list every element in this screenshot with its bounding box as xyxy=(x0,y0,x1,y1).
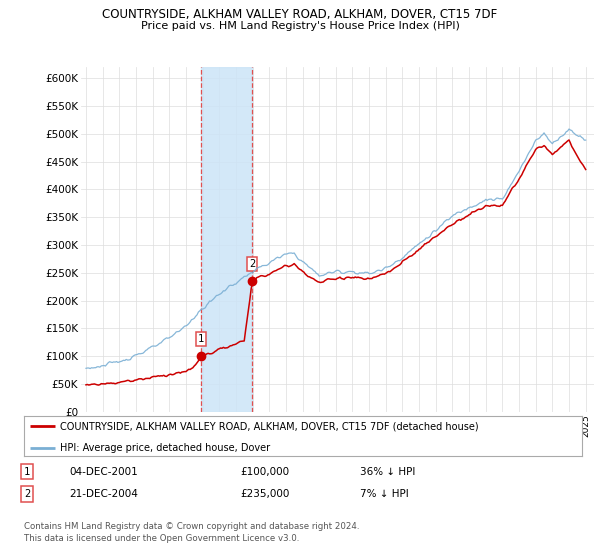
Text: 7% ↓ HPI: 7% ↓ HPI xyxy=(360,489,409,499)
Text: 04-DEC-2001: 04-DEC-2001 xyxy=(69,466,138,477)
Text: 2: 2 xyxy=(24,489,30,499)
Text: 36% ↓ HPI: 36% ↓ HPI xyxy=(360,466,415,477)
Text: HPI: Average price, detached house, Dover: HPI: Average price, detached house, Dove… xyxy=(60,442,271,452)
Text: COUNTRYSIDE, ALKHAM VALLEY ROAD, ALKHAM, DOVER, CT15 7DF (detached house): COUNTRYSIDE, ALKHAM VALLEY ROAD, ALKHAM,… xyxy=(60,421,479,431)
Text: Price paid vs. HM Land Registry's House Price Index (HPI): Price paid vs. HM Land Registry's House … xyxy=(140,21,460,31)
Text: £100,000: £100,000 xyxy=(240,466,289,477)
Bar xyxy=(201,67,252,412)
Text: 1: 1 xyxy=(24,466,30,477)
Text: 1: 1 xyxy=(198,334,205,344)
Text: £235,000: £235,000 xyxy=(240,489,289,499)
Text: Contains HM Land Registry data © Crown copyright and database right 2024.
This d: Contains HM Land Registry data © Crown c… xyxy=(24,522,359,543)
Text: 2: 2 xyxy=(249,259,255,269)
Text: 21-DEC-2004: 21-DEC-2004 xyxy=(69,489,138,499)
Text: COUNTRYSIDE, ALKHAM VALLEY ROAD, ALKHAM, DOVER, CT15 7DF: COUNTRYSIDE, ALKHAM VALLEY ROAD, ALKHAM,… xyxy=(103,8,497,21)
